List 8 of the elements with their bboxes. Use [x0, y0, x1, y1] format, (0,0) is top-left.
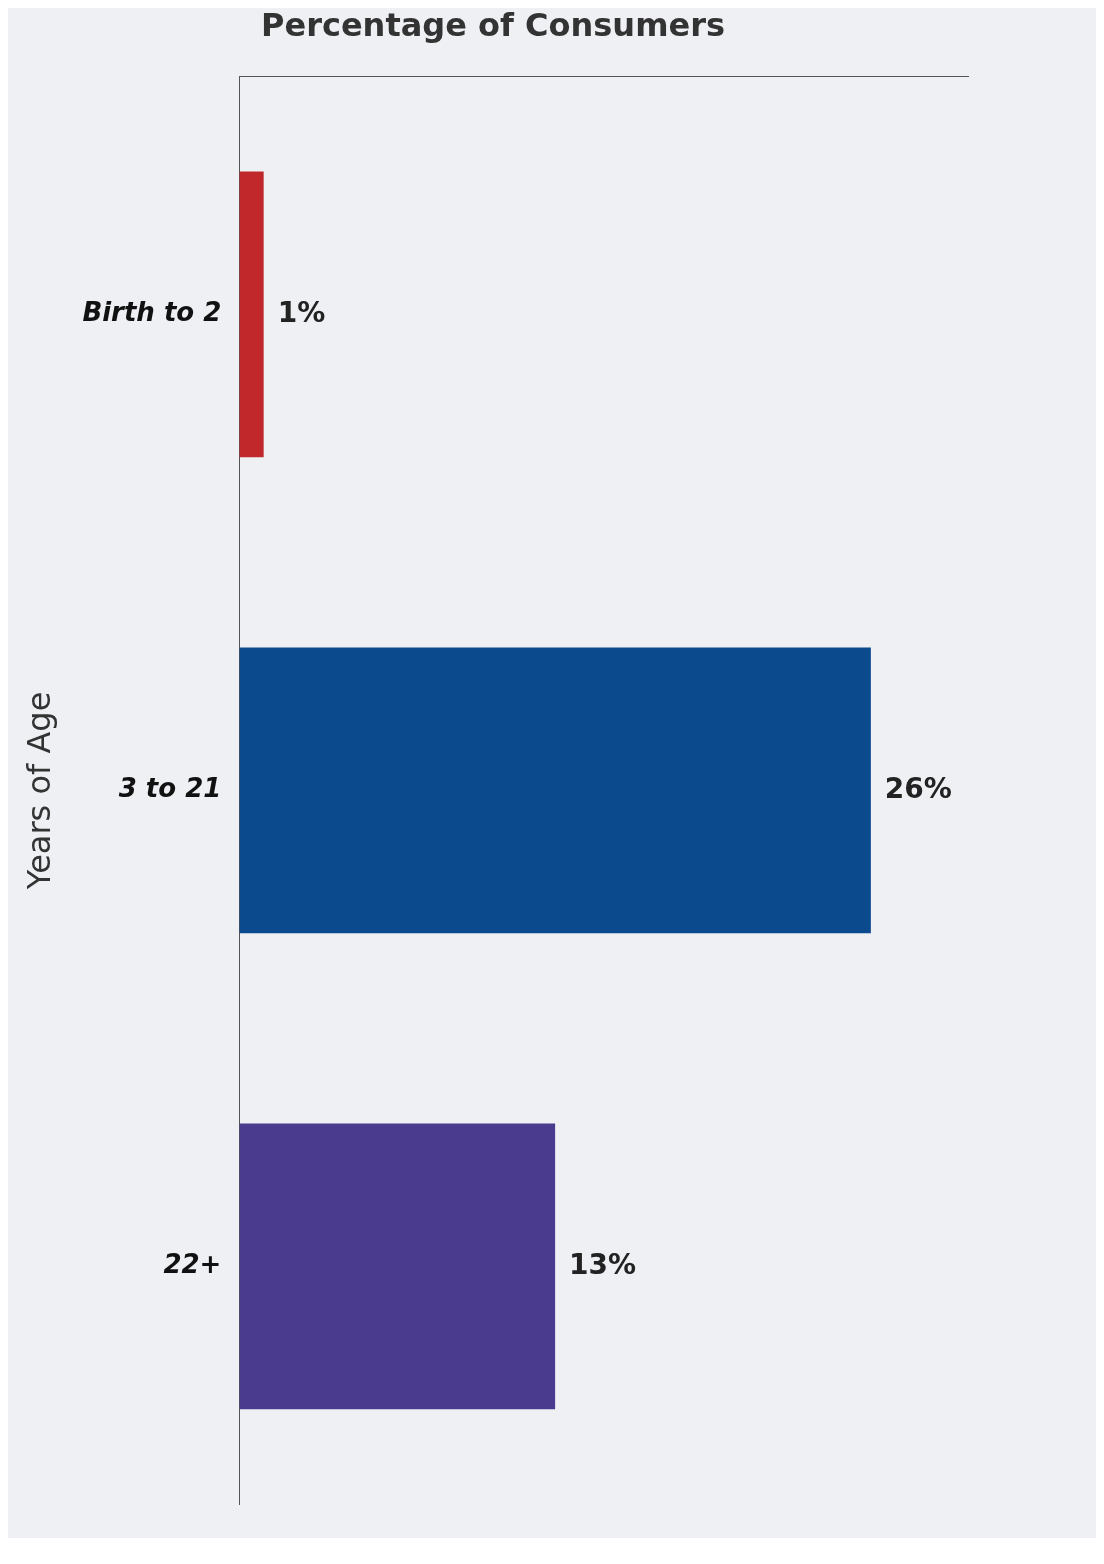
y-tick-label: 22+: [163, 1249, 222, 1280]
y-axis-title: Years of Age: [19, 691, 58, 891]
data-label: 26%: [884, 771, 952, 805]
y-tick-label: 3 to 21: [118, 773, 222, 804]
data-label: 1%: [277, 295, 326, 329]
data-label: 13%: [569, 1247, 637, 1281]
chart-title: Percentage of Consumers: [260, 5, 726, 44]
y-tick-label: Birth to 2: [82, 297, 222, 328]
